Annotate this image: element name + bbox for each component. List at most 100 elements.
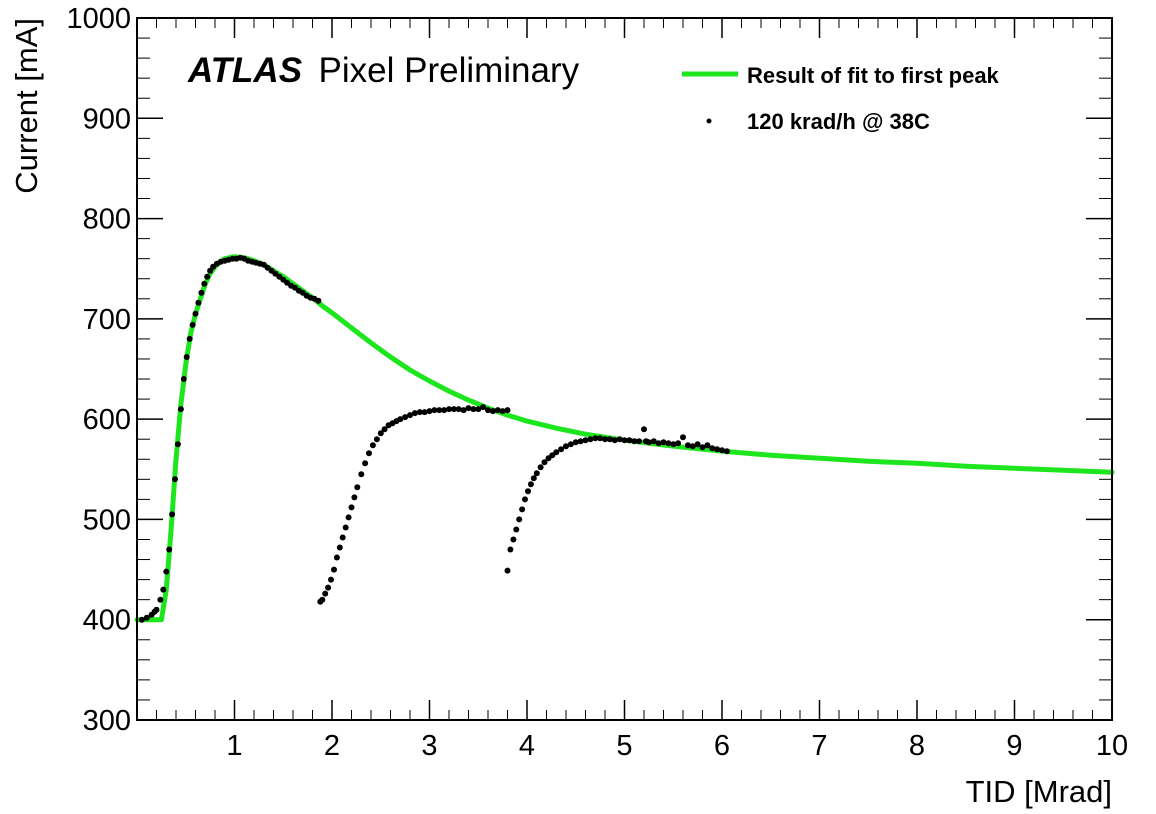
x-tick-label: 2 — [324, 730, 340, 762]
data-point — [567, 441, 574, 448]
data-point — [645, 439, 652, 446]
x-tick-label: 10 — [1096, 730, 1128, 762]
data-point — [319, 596, 326, 603]
data-point — [602, 436, 608, 443]
x-tick-label: 8 — [909, 730, 925, 762]
data-point — [143, 614, 150, 621]
legend-label-fit: Result of fit to first peak — [747, 63, 1000, 88]
data-point — [675, 440, 682, 447]
data-point — [201, 280, 208, 287]
data-point — [381, 426, 388, 433]
data-point — [489, 408, 496, 415]
data-point — [325, 584, 332, 591]
axis-ticks — [136, 17, 1113, 721]
data-point — [680, 434, 686, 441]
data-point — [345, 514, 352, 521]
data-point — [577, 438, 584, 445]
data-point — [616, 436, 623, 443]
data-point — [348, 504, 355, 511]
atlas-word: ATLAS — [187, 51, 302, 90]
data-point — [450, 406, 457, 413]
legend-marker-swatch — [706, 118, 712, 124]
data-point — [166, 546, 173, 553]
data-point — [446, 406, 452, 413]
x-tick-label: 6 — [714, 730, 730, 762]
data-point — [373, 436, 380, 443]
data-point — [354, 484, 361, 491]
data-point — [709, 445, 716, 452]
data-point — [522, 496, 528, 503]
data-point — [183, 354, 190, 360]
data-point — [322, 590, 329, 597]
data-point — [611, 437, 618, 444]
data-point — [665, 440, 672, 447]
data-point — [719, 447, 725, 454]
data-point — [416, 409, 423, 416]
series-layer — [134, 254, 1115, 623]
legend-label-data: 120 krad/h @ 38C — [747, 109, 930, 134]
data-point — [641, 426, 647, 433]
data-point — [189, 321, 196, 328]
data-point — [204, 273, 211, 280]
y-axis-title: Current [mA] — [9, 18, 44, 194]
data-point — [342, 524, 349, 531]
data-point — [407, 412, 413, 419]
data-point — [160, 586, 167, 593]
x-tick-label: 7 — [811, 730, 827, 762]
data-point — [592, 435, 599, 442]
data-point — [537, 464, 544, 471]
data-point — [572, 439, 579, 446]
data-point — [504, 407, 511, 414]
data-point — [470, 406, 477, 413]
data-point — [421, 409, 428, 416]
data-point — [475, 406, 482, 413]
data-point — [650, 438, 657, 445]
data-point — [431, 407, 438, 414]
data-point — [533, 470, 540, 477]
data-point — [377, 430, 384, 437]
data-point — [369, 442, 376, 449]
data-point — [499, 408, 506, 415]
data-point — [513, 526, 520, 533]
data-point — [480, 404, 487, 411]
data-point — [192, 310, 199, 317]
x-tick-label: 5 — [616, 730, 632, 762]
data-point — [157, 596, 164, 603]
x-tick-label: 9 — [1006, 730, 1022, 762]
y-tick-label: 700 — [83, 304, 131, 336]
data-point — [714, 446, 721, 453]
data-point — [441, 407, 448, 414]
data-point — [315, 297, 322, 304]
data-point — [195, 299, 202, 306]
data-point — [358, 471, 365, 478]
data-point — [198, 289, 205, 296]
data-point — [366, 450, 372, 457]
data-point — [636, 438, 643, 445]
data-point — [689, 443, 696, 450]
data-point — [494, 407, 501, 414]
plot-frame — [136, 17, 1113, 721]
data-point — [670, 441, 677, 448]
data-point — [485, 407, 491, 414]
x-tick-label: 1 — [226, 730, 242, 762]
data-point — [519, 506, 526, 513]
data-point — [163, 568, 170, 575]
data-point — [362, 460, 369, 467]
data-point — [660, 439, 667, 446]
data-point — [172, 476, 178, 483]
data-point — [587, 436, 594, 443]
atlas-label: ATLAS Pixel Preliminary — [187, 51, 580, 90]
data-point — [704, 442, 711, 449]
y-tick-label: 500 — [83, 504, 131, 536]
data-point — [558, 446, 565, 453]
axis-tick-labels: 1 2 3 4 5 6 7 8 9 10 300 400 500 600 700 800 900 1000 — [66, 3, 1128, 762]
x-tick-label: 3 — [421, 730, 437, 762]
data-point — [510, 536, 517, 543]
data-point — [597, 435, 604, 442]
data-point — [465, 405, 472, 412]
data-point — [684, 442, 691, 449]
y-tick-label: 300 — [83, 705, 131, 737]
data-point — [186, 335, 193, 342]
data-point — [331, 566, 337, 573]
